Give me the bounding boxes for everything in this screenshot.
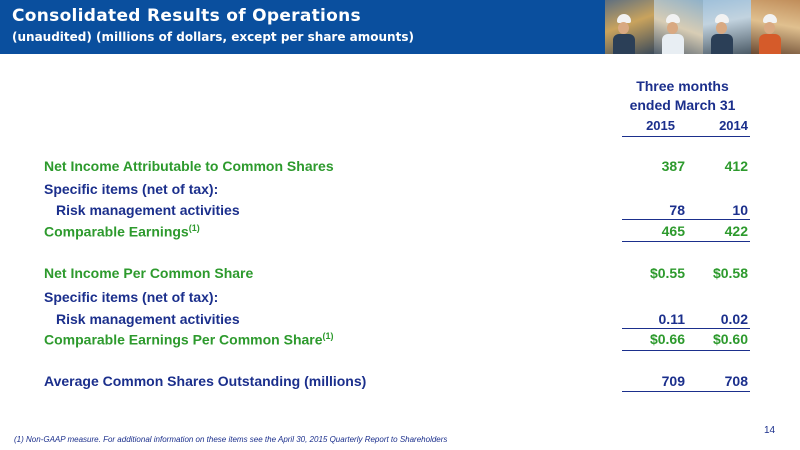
eps-2015: $0.55 [649,265,685,281]
row-net-income-label: Net Income Attributable to Common Shares [44,158,334,174]
risk-mgmt-2015: 78 [669,202,685,218]
worker-photo-1 [605,0,654,54]
risk-mgmt-2014: 10 [732,202,748,218]
header-photo-strip [605,0,800,54]
net-income-2015: 387 [661,158,685,174]
subtotal-line-2 [622,328,750,329]
comparable-earnings-2014: 422 [724,223,748,239]
comparable-eps-2014: $0.60 [712,331,748,347]
total-line-2 [622,350,750,351]
title-bar: Consolidated Results of Operations (unau… [0,0,800,54]
risk-mgmt-eps-2015: 0.11 [658,311,685,327]
row-comparable-eps-label: Comparable Earnings Per Common Share(1) [44,331,334,348]
row-avg-shares-label: Average Common Shares Outstanding (milli… [44,373,367,389]
row-comparable-earnings-label: Comparable Earnings(1) [44,223,200,240]
comparable-eps-2015: $0.66 [649,331,685,347]
header-underline [622,136,750,137]
eps-2014: $0.58 [712,265,748,281]
worker-photo-2 [653,0,703,54]
footnote: (1) Non-GAAP measure. For additional inf… [14,435,448,444]
net-income-2014: 412 [724,158,748,174]
worker-photo-4 [751,0,800,54]
avg-shares-2014: 708 [724,373,748,389]
row-risk-mgmt-label: Risk management activities [56,202,240,218]
row-eps-label: Net Income Per Common Share [44,265,254,281]
period-header-line2: ended March 31 [629,97,736,113]
period-header-line1: Three months [636,78,729,94]
comparable-earnings-2015: 465 [661,223,685,239]
row-specific-items-label: Specific items (net of tax): [44,181,219,197]
year-header-2014: 2014 [719,118,748,133]
slide-subtitle: (unaudited) (millions of dollars, except… [12,30,414,44]
avg-shares-2015: 709 [661,373,685,389]
total-line-3 [622,391,750,392]
subtotal-line-1 [622,219,750,220]
risk-mgmt-eps-2014: 0.02 [720,311,748,327]
worker-photo-3 [702,0,752,54]
total-line-1 [622,241,750,242]
row-specific-items-label-2: Specific items (net of tax): [44,289,219,305]
row-risk-mgmt-label-2: Risk management activities [56,311,240,327]
slide-title: Consolidated Results of Operations [12,6,361,26]
year-header-2015: 2015 [646,118,675,133]
page-number: 14 [764,425,776,436]
